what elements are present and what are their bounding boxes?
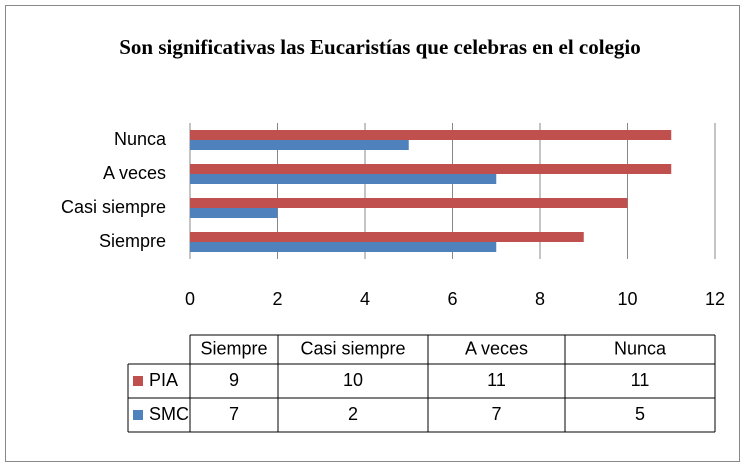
bar (190, 140, 409, 150)
bar (190, 198, 628, 208)
legend-swatch (133, 410, 143, 420)
table-value: 9 (229, 370, 239, 390)
x-tick-label: 2 (272, 289, 282, 309)
table-value: 2 (348, 404, 358, 424)
bar (190, 208, 278, 218)
x-tick-label: 8 (535, 289, 545, 309)
x-tick-label: 0 (185, 289, 195, 309)
chart-title: Son significativas las Eucaristías que c… (119, 35, 641, 59)
y-tick-label: Siempre (99, 231, 166, 251)
bar (190, 232, 584, 242)
bar (190, 130, 672, 140)
y-tick-label: Nunca (114, 129, 167, 149)
x-tick-label: 10 (617, 289, 637, 309)
table-value: 10 (343, 370, 363, 390)
table-header: Siempre (200, 338, 267, 358)
table-header: Nunca (614, 338, 667, 358)
bar (190, 174, 497, 184)
bar (190, 164, 672, 174)
x-tick-label: 12 (705, 289, 725, 309)
legend-label: PIA (149, 370, 178, 390)
x-tick-label: 6 (447, 289, 457, 309)
table-value: 5 (635, 404, 645, 424)
table-value: 7 (491, 404, 501, 424)
table-value: 11 (487, 370, 506, 390)
legend-label: SMC (149, 404, 189, 424)
table-header: A veces (465, 338, 528, 358)
y-tick-label: Casi siempre (61, 197, 166, 217)
bar (190, 242, 497, 252)
y-tick-label: A veces (103, 163, 166, 183)
table-header: Casi siempre (300, 338, 405, 358)
legend-swatch (133, 376, 143, 386)
x-tick-label: 4 (360, 289, 370, 309)
table-value: 11 (631, 370, 650, 390)
table-value: 7 (229, 404, 239, 424)
